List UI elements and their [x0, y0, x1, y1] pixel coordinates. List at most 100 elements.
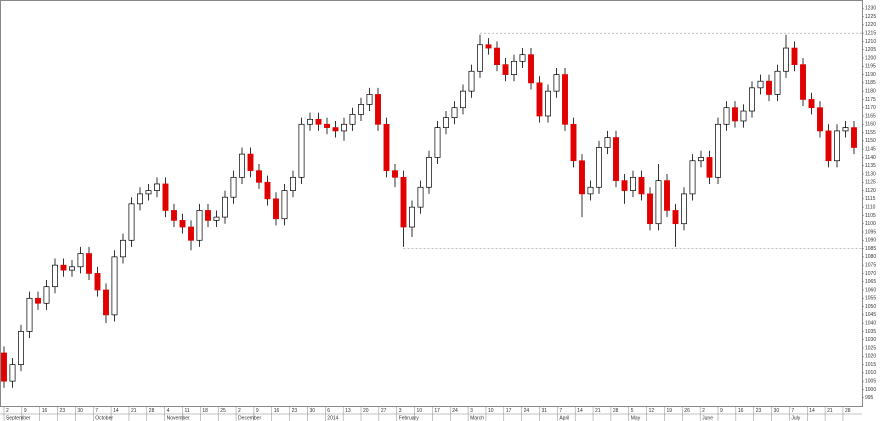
x-tick-label: 18	[202, 408, 208, 414]
y-tick-label: 1135	[865, 163, 876, 169]
candle-body	[103, 289, 109, 316]
candle-body	[307, 118, 313, 125]
y-tick-label: 1145	[865, 146, 876, 152]
y-tick-label: 1015	[865, 362, 876, 368]
x-tick-label: 16	[274, 408, 280, 414]
x-tick-label: 21	[595, 408, 601, 414]
candle-body	[672, 210, 679, 225]
candle-body	[494, 47, 500, 65]
y-tick-label: 1165	[865, 113, 876, 119]
y-tick-label: 1055	[865, 296, 876, 302]
month-label: May	[631, 415, 641, 421]
candle-body	[783, 47, 789, 72]
candle-body	[562, 74, 568, 125]
y-tick-label: 1040	[865, 320, 876, 326]
x-tick-label: 30	[774, 408, 780, 414]
x-tick-label: 21	[131, 408, 137, 414]
candle-body	[145, 190, 152, 195]
x-tick-label: 16	[42, 408, 48, 414]
candle-body	[35, 297, 41, 304]
y-tick-label: 1130	[865, 171, 876, 177]
x-tick-label: 7	[95, 408, 98, 414]
candle-body	[655, 180, 662, 225]
candle-body	[502, 64, 509, 75]
candle-body	[366, 94, 373, 105]
y-tick-label: 1210	[865, 39, 876, 45]
grid-layer	[403, 32, 862, 249]
candle-body	[9, 364, 16, 382]
candle-body	[638, 176, 645, 195]
x-tick-label: 9	[720, 408, 723, 414]
x-tick-label: 13	[345, 408, 351, 414]
candle-body	[613, 137, 619, 181]
candle-body	[621, 180, 628, 191]
candle-body	[94, 273, 101, 291]
candle-body	[69, 266, 75, 271]
candle-body	[392, 170, 398, 178]
candle-body	[842, 127, 849, 132]
candle-body	[596, 147, 602, 188]
candle-body	[774, 70, 781, 95]
x-tick-label: 25	[220, 408, 226, 414]
axis-layer: 9951000100510101015102010251030103510401…	[3, 6, 876, 421]
candle-body	[86, 253, 92, 274]
candle-body	[341, 123, 347, 132]
candle-body	[647, 193, 653, 225]
y-tick-label: 1205	[865, 47, 876, 53]
candle-body	[43, 286, 50, 304]
candle-body	[451, 107, 458, 119]
candle-body	[460, 90, 466, 109]
y-tick-label: 1070	[865, 271, 876, 277]
month-label: September	[6, 415, 31, 421]
x-tick-label: 17	[434, 408, 440, 414]
y-tick-label: 1085	[865, 246, 876, 252]
x-tick-label: 20	[363, 408, 369, 414]
candle-body	[689, 160, 696, 195]
x-tick-label: 9	[24, 408, 27, 414]
candle-body	[604, 137, 611, 148]
month-label: July	[791, 415, 800, 421]
y-tick-label: 1005	[865, 378, 876, 384]
candle-body	[706, 157, 713, 178]
candle-body	[137, 193, 143, 205]
y-tick-label: 1020	[865, 354, 876, 360]
candle-body	[851, 127, 857, 148]
y-tick-label: 1010	[865, 370, 876, 376]
candle-body	[222, 196, 228, 218]
x-tick-label: 3	[399, 408, 402, 414]
month-label: March	[470, 415, 484, 421]
y-tick-label: 1215	[865, 30, 876, 36]
candle-layer	[1, 34, 857, 388]
candle-body	[698, 157, 704, 162]
candle-body	[766, 80, 772, 95]
candle-body	[477, 44, 483, 72]
x-tick-label: 27	[381, 408, 387, 414]
x-tick-label: 10	[488, 408, 494, 414]
x-tick-label: 30	[77, 408, 83, 414]
x-tick-label: 17	[506, 408, 512, 414]
candle-body	[468, 70, 475, 92]
x-tick-label: 14	[113, 408, 119, 414]
candle-body	[52, 264, 58, 288]
y-tick-label: 1110	[865, 204, 876, 210]
y-tick-label: 1105	[865, 213, 876, 219]
y-tick-label: 1000	[865, 387, 876, 393]
candle-body	[239, 153, 245, 178]
y-tick-label: 1220	[865, 22, 876, 28]
candle-body	[723, 107, 730, 125]
candle-body	[791, 47, 798, 65]
month-label: February	[399, 415, 420, 421]
month-label: December	[238, 415, 261, 421]
candle-body	[749, 87, 755, 112]
candle-body	[553, 74, 560, 92]
candle-body	[545, 90, 551, 117]
x-tick-label: 23	[60, 408, 66, 414]
y-tick-label: 1160	[865, 122, 876, 128]
y-tick-label: 1090	[865, 238, 876, 244]
y-tick-label: 1230	[865, 6, 876, 12]
candle-body	[77, 253, 84, 268]
candle-body	[315, 118, 322, 125]
x-tick-label: 28	[845, 408, 851, 414]
